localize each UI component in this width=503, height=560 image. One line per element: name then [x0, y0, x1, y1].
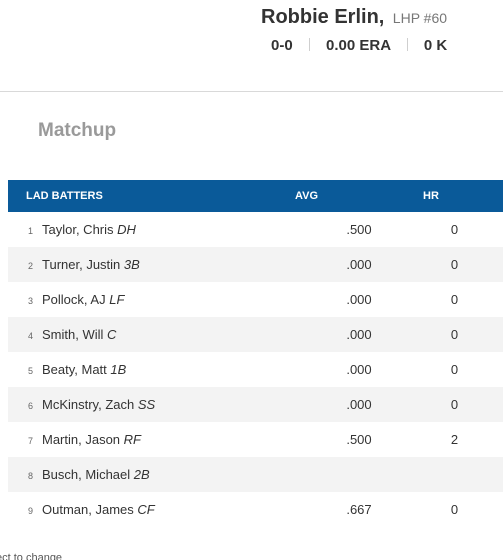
batter-avg — [295, 457, 423, 492]
batter-cell: 3 Pollock, AJ LF — [8, 282, 295, 317]
row-spacer — [486, 387, 503, 422]
batter-avg: .000 — [346, 257, 372, 272]
pitcher-record: 0-0 — [271, 37, 293, 54]
row-spacer — [486, 422, 503, 457]
batter-position: DH — [117, 222, 136, 237]
pitcher-era: 0.00 ERA — [326, 37, 391, 54]
row-spacer — [486, 282, 503, 317]
batter-avg: .667 — [346, 502, 372, 517]
batter-name: McKinstry, Zach — [42, 397, 135, 412]
batter-name: Smith, Will — [42, 327, 104, 342]
batter-hr: 0 — [450, 327, 459, 342]
row-spacer — [486, 212, 503, 247]
table-row: 3 Pollock, AJ LF .000 0 — [8, 282, 503, 317]
batting-order: 6 — [28, 401, 34, 411]
batter-name: Taylor, Chris — [42, 222, 114, 237]
batter-name: Beaty, Matt — [42, 362, 107, 377]
batter-position: C — [107, 327, 117, 342]
pitcher-card: Robbie Erlin, LHP #60 0-0 0.00 ERA 0 K — [0, 6, 503, 92]
batter-hr: 0 — [450, 257, 459, 272]
row-spacer — [486, 352, 503, 387]
batter-avg: .000 — [346, 362, 372, 377]
batting-order: 9 — [28, 506, 34, 516]
batting-order: 5 — [28, 366, 34, 376]
row-spacer — [486, 317, 503, 352]
row-spacer — [486, 457, 503, 492]
batter-position: SS — [137, 397, 156, 412]
batter-cell: 6 McKinstry, Zach SS — [8, 387, 295, 422]
table-row: 7 Martin, Jason RF .500 2 — [8, 422, 503, 457]
pitcher-position: LHP #60 — [392, 10, 448, 26]
table-row: 5 Beaty, Matt 1B .000 0 — [8, 352, 503, 387]
footer-note: ect to change — [0, 552, 63, 560]
batter-hr — [423, 457, 486, 492]
batter-position: 1B — [110, 362, 127, 377]
batter-position: 3B — [123, 257, 140, 272]
batter-hr: 0 — [450, 397, 459, 412]
table-row: 4 Smith, Will C .000 0 — [8, 317, 503, 352]
batter-cell: 5 Beaty, Matt 1B — [8, 352, 295, 387]
batter-position: LF — [109, 292, 125, 307]
header-hr: HR — [423, 190, 439, 202]
batting-order: 4 — [28, 331, 34, 341]
batter-avg: .500 — [346, 432, 372, 447]
table-row: 1 Taylor, Chris DH .500 0 — [8, 212, 503, 247]
batter-avg: .000 — [346, 292, 372, 307]
batter-cell: 8 Busch, Michael 2B — [8, 457, 295, 492]
batters-table: LAD BATTERS AVG HR 1 Taylor, Chris DH .500… — [8, 180, 503, 527]
batter-position: 2B — [133, 467, 150, 482]
batter-cell: 1 Taylor, Chris DH — [8, 212, 295, 247]
pitcher-strikeouts: 0 K — [423, 37, 448, 54]
batter-hr: 0 — [450, 502, 459, 517]
batting-order: 7 — [28, 436, 34, 446]
batter-cell: 4 Smith, Will C — [8, 317, 295, 352]
stat-divider — [308, 38, 310, 51]
batter-name: Outman, James — [42, 502, 134, 517]
batter-name: Busch, Michael — [42, 467, 131, 482]
batter-position: CF — [137, 502, 155, 517]
batter-hr: 0 — [450, 292, 459, 307]
row-spacer — [486, 247, 503, 282]
header-spacer — [486, 180, 503, 212]
batter-hr: 0 — [450, 222, 459, 237]
batting-order: 8 — [28, 471, 34, 481]
batter-cell: 2 Turner, Justin 3B — [8, 247, 295, 282]
batter-name: Martin, Jason — [42, 432, 121, 447]
pitcher-name-line: Robbie Erlin, LHP #60 — [261, 6, 447, 29]
batter-avg: .000 — [346, 327, 372, 342]
header-avg: AVG — [295, 190, 319, 202]
batter-hr: 0 — [450, 362, 459, 377]
pitcher-stats: 0-0 0.00 ERA 0 K — [271, 37, 447, 54]
batter-avg: .500 — [346, 222, 372, 237]
batter-name: Pollock, AJ — [42, 292, 106, 307]
batter-cell: 9 Outman, James CF — [8, 492, 295, 527]
batting-order: 3 — [28, 296, 34, 306]
batter-cell: 7 Martin, Jason RF — [8, 422, 295, 457]
batting-order: 1 — [28, 226, 34, 236]
table-row: 8 Busch, Michael 2B — [8, 457, 503, 492]
batter-hr: 2 — [450, 432, 459, 447]
table-row: 2 Turner, Justin 3B .000 0 — [8, 247, 503, 282]
batter-avg: .000 — [346, 397, 372, 412]
header-batters: LAD BATTERS — [26, 190, 103, 202]
batter-name: Turner, Justin — [42, 257, 121, 272]
table-row: 9 Outman, James CF .667 0 — [8, 492, 503, 527]
row-spacer — [486, 492, 503, 527]
table-row: 6 McKinstry, Zach SS .000 0 — [8, 387, 503, 422]
stat-divider — [406, 38, 408, 51]
table-header-row: LAD BATTERS AVG HR — [8, 180, 503, 212]
batter-position: RF — [123, 432, 142, 447]
pitcher-name: Robbie Erlin, — [261, 6, 385, 28]
batting-order: 2 — [28, 261, 34, 271]
matchup-title: Matchup — [38, 120, 117, 141]
